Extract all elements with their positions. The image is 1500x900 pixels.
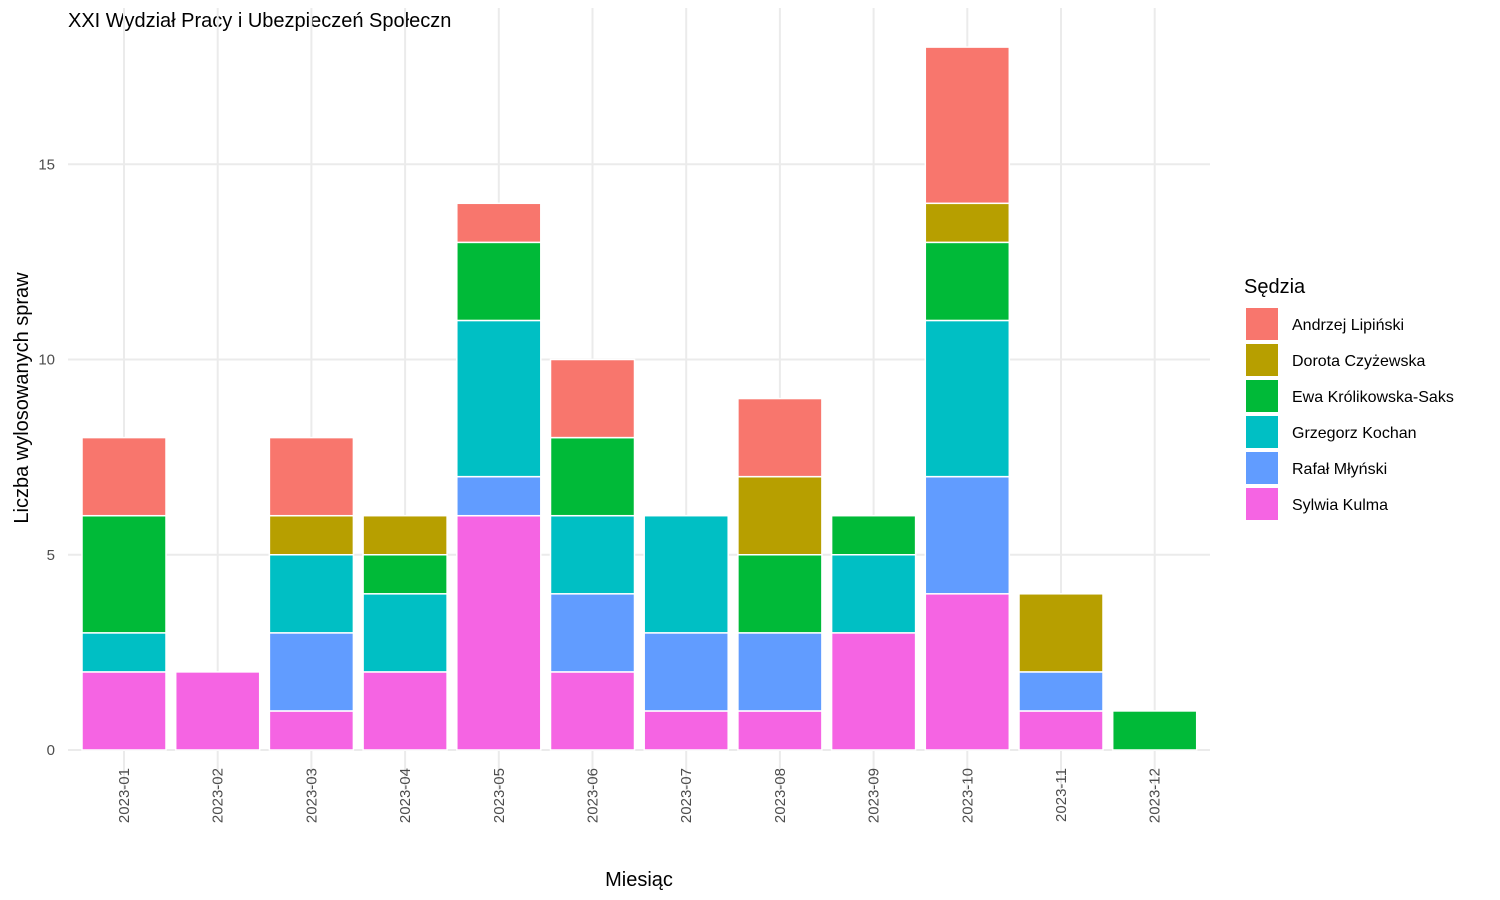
bar-2023-06-2 <box>549 514 636 595</box>
x-tick-label-2023-03: 2023-03 <box>303 768 320 823</box>
bar-2023-06-5 <box>549 358 636 439</box>
legend-key-4 <box>1246 452 1278 484</box>
y-tick-label-10: 10 <box>38 352 55 369</box>
bar-2023-08-1 <box>737 632 823 712</box>
bar-2023-05-2 <box>456 319 542 478</box>
legend-label-2: Ewa Królikowska-Saks <box>1292 389 1454 406</box>
bar-2023-01-5 <box>81 436 167 517</box>
x-tick-label-2023-07: 2023-07 <box>678 768 695 823</box>
x-tick-label-2023-08: 2023-08 <box>772 768 789 823</box>
bar-2023-08-3 <box>737 554 823 634</box>
bar-2023-05-5 <box>456 202 542 244</box>
bar-2023-05-0 <box>456 514 542 751</box>
legend-key-5 <box>1246 488 1278 520</box>
bar-2023-11-1 <box>1018 671 1104 712</box>
bar-2023-09-2 <box>830 554 917 634</box>
legend-label-3: Grzegorz Kochan <box>1292 425 1417 442</box>
bar-2023-07-2 <box>643 514 729 634</box>
legend-title: Sędzia <box>1244 276 1306 298</box>
x-tick-label-2023-12: 2023-12 <box>1147 768 1164 823</box>
y-tick-label-5: 5 <box>47 547 55 564</box>
bar-2023-05-3 <box>456 241 542 322</box>
legend-key-0 <box>1246 308 1278 340</box>
x-tick-label-2023-11: 2023-11 <box>1053 768 1070 822</box>
bar-2023-08-0 <box>737 710 823 751</box>
legend-label-4: Rafał Młyński <box>1292 461 1387 478</box>
bar-2023-01-0 <box>81 671 167 751</box>
bar-2023-03-4 <box>268 514 355 556</box>
bar-2023-01-2 <box>81 632 167 673</box>
bar-2023-09-3 <box>830 514 917 556</box>
bar-2023-10-2 <box>924 319 1011 478</box>
bar-2023-03-0 <box>268 710 355 751</box>
bar-2023-04-3 <box>362 554 448 595</box>
bar-2023-12-3 <box>1111 710 1198 751</box>
x-tick-label-2023-01: 2023-01 <box>116 768 133 823</box>
chart-title: XXI Wydział Pracy i Ubezpieczeń Społeczn <box>68 10 451 32</box>
legend-label-5: Sylwia Kulma <box>1292 497 1388 514</box>
bar-2023-11-4 <box>1018 593 1104 673</box>
bar-2023-05-1 <box>456 475 542 517</box>
x-tick-label-2023-09: 2023-09 <box>866 768 883 823</box>
x-axis-ticks: 2023-01 2023-02 2023-03 2023-04 2023-05 2023-… <box>116 768 1164 823</box>
x-tick-label-2023-04: 2023-04 <box>397 768 414 823</box>
bar-2023-08-5 <box>737 397 823 478</box>
bar-2023-06-0 <box>549 671 636 751</box>
bar-2023-04-4 <box>362 514 448 556</box>
bar-2023-08-4 <box>737 475 823 556</box>
bar-2023-03-2 <box>268 554 355 634</box>
bars <box>81 46 1198 751</box>
x-tick-label-2023-05: 2023-05 <box>491 768 508 823</box>
bar-2023-10-1 <box>924 475 1011 595</box>
legend-key-3 <box>1246 416 1278 448</box>
bar-2023-03-5 <box>268 436 355 517</box>
legend: Andrzej Lipiński Dorota Czyżewska Ewa Król… <box>1246 308 1454 520</box>
y-axis-title: Liczba wylosowanych spraw <box>11 272 33 524</box>
legend-key-1 <box>1246 344 1278 376</box>
bar-2023-03-1 <box>268 632 355 712</box>
bar-2023-09-0 <box>830 632 917 751</box>
bar-2023-04-2 <box>362 593 448 673</box>
legend-key-2 <box>1246 380 1278 412</box>
x-tick-label-2023-06: 2023-06 <box>585 768 602 823</box>
bar-2023-07-1 <box>643 632 729 712</box>
x-axis-title: Miesiąc <box>605 869 673 891</box>
legend-label-1: Dorota Czyżewska <box>1292 353 1425 370</box>
bar-2023-11-0 <box>1018 710 1104 751</box>
y-tick-label-0: 0 <box>47 742 55 759</box>
bar-2023-01-3 <box>81 514 167 634</box>
bar-2023-10-4 <box>924 202 1011 244</box>
bar-2023-06-1 <box>549 593 636 673</box>
legend-label-0: Andrzej Lipiński <box>1292 317 1404 334</box>
bar-2023-10-0 <box>924 593 1011 751</box>
bar-2023-07-0 <box>643 710 729 751</box>
y-tick-label-15: 15 <box>38 156 55 173</box>
x-tick-label-2023-10: 2023-10 <box>959 768 976 823</box>
bar-2023-10-3 <box>924 241 1011 322</box>
bar-2023-02-0 <box>174 671 261 751</box>
x-tick-label-2023-02: 2023-02 <box>210 768 227 823</box>
bar-2023-06-3 <box>549 436 636 517</box>
bar-2023-04-0 <box>362 671 448 751</box>
y-axis-ticks: 0 5 10 15 <box>38 156 55 759</box>
bar-2023-10-5 <box>924 46 1011 205</box>
